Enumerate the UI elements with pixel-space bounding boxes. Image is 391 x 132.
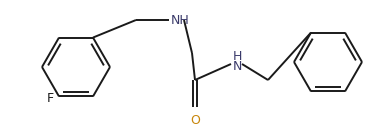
Text: N: N bbox=[233, 60, 242, 72]
Text: F: F bbox=[47, 92, 54, 105]
Text: NH: NH bbox=[171, 13, 190, 27]
Text: H: H bbox=[233, 50, 242, 62]
Text: O: O bbox=[190, 114, 200, 127]
